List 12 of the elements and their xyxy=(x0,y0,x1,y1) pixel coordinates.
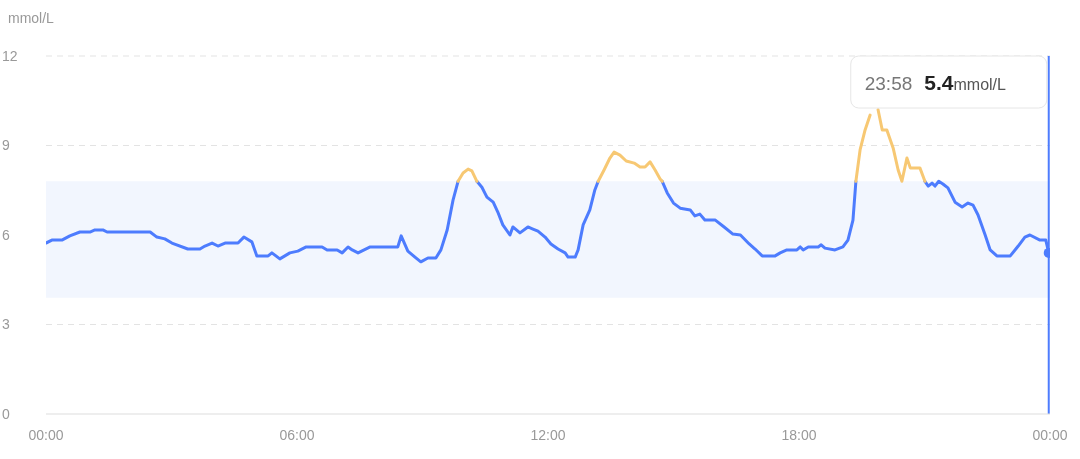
y-tick-label: 12 xyxy=(2,47,18,64)
y-tick-label: 3 xyxy=(2,316,10,333)
y-tick-label: 6 xyxy=(2,226,10,243)
x-tick-label: 06:00 xyxy=(279,426,315,443)
x-tick-label: 00:00 xyxy=(1032,426,1068,443)
annotation: 23:58 5.4mmol/L xyxy=(864,71,1007,94)
y-tick-label: 9 xyxy=(2,137,10,154)
y-tick-label: 0 xyxy=(2,405,10,422)
y-axis-title: mmol/L xyxy=(8,10,54,26)
x-tick-label: 12:00 xyxy=(530,426,566,443)
x-tick-label: 18:00 xyxy=(781,426,817,443)
x-tick-label: 00:00 xyxy=(28,426,64,443)
